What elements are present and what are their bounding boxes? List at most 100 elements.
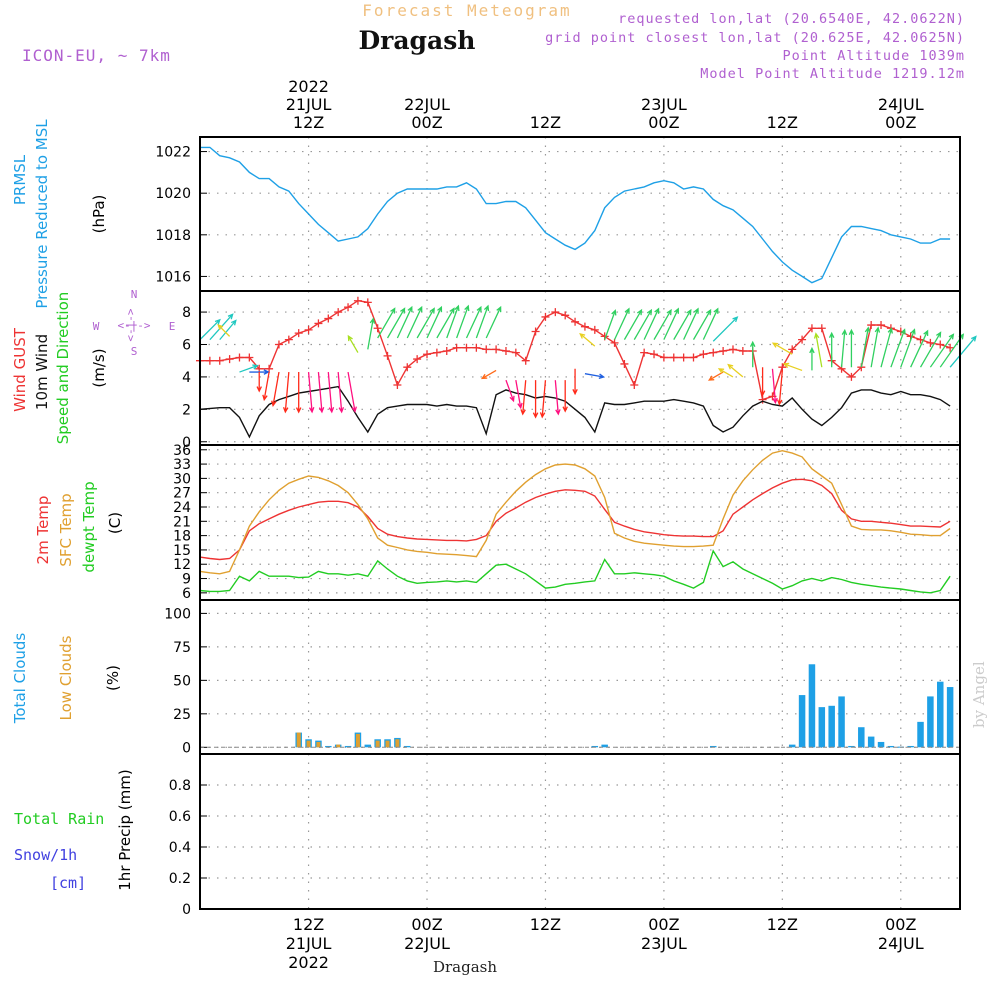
wind-arrow <box>317 371 325 414</box>
wind-arrow <box>900 328 916 368</box>
wind-arrow <box>572 368 578 396</box>
y-tick-label: 0.2 <box>169 871 191 887</box>
y-tick-label: 2 <box>182 402 191 418</box>
gust-marker <box>423 350 432 359</box>
y-tick-label: 25 <box>173 707 191 723</box>
bar-total-clouds <box>798 695 806 748</box>
footer-location: Dragash <box>433 958 497 976</box>
ylabel-wind: (m/s) <box>90 348 108 387</box>
gust-marker <box>817 324 826 333</box>
gust-marker <box>462 343 471 352</box>
bar-total-clouds <box>808 664 816 748</box>
time-label-bottom: 22JUL <box>404 934 450 953</box>
bar-total-clouds <box>867 736 875 748</box>
time-label-bottom: 12Z <box>767 915 798 934</box>
bar-total-clouds <box>838 696 845 748</box>
wind-arrow <box>262 371 270 402</box>
gust-marker <box>235 353 244 362</box>
gust-marker <box>274 340 283 349</box>
gust-marker <box>551 308 560 317</box>
bar-total-clouds <box>344 745 352 748</box>
gust-marker <box>521 356 530 365</box>
compass-arrows-horizontal: <-|-> <box>117 319 150 332</box>
wind-arrow <box>692 308 712 340</box>
time-label-top: 21JUL <box>286 95 332 114</box>
gust-marker <box>324 314 333 323</box>
wind-arrow <box>813 332 823 368</box>
wind-arrow <box>271 371 280 408</box>
y-tick-label: 0 <box>182 740 191 756</box>
bar-total-clouds <box>818 707 826 748</box>
wind-arrow <box>209 313 234 341</box>
y-tick-label: 1018 <box>155 228 191 244</box>
gust-marker <box>758 395 767 404</box>
model-label: ICON-EU, ~ 7km <box>22 46 171 65</box>
bar-total-clouds <box>877 741 885 748</box>
wind-arrow <box>562 380 568 413</box>
y-tick-label: 0 <box>182 435 191 451</box>
wind-arrow <box>759 367 766 397</box>
requested-coords: requested lon,lat (20.6540E, 42.0622N) <box>618 11 965 27</box>
gust-marker <box>738 346 747 355</box>
gust-marker <box>511 348 520 357</box>
y-tick-label: 1020 <box>155 186 191 202</box>
wind-arrow <box>485 305 502 339</box>
gust-marker <box>699 350 708 359</box>
wind-arrow <box>217 324 231 337</box>
label-cm: [cm] <box>50 874 86 892</box>
point-altitude: Point Altitude 1039m <box>782 48 965 64</box>
wind-arrow <box>456 304 470 339</box>
gust-marker <box>778 363 787 372</box>
ylabel-precip: 1hr Precip (mm) <box>116 769 134 890</box>
wind-arrow <box>426 305 443 339</box>
time-label-bottom: 21JUL <box>286 934 332 953</box>
wind-arrow <box>809 346 815 371</box>
gust-marker <box>571 317 580 326</box>
wind-arrow <box>949 335 977 368</box>
y-tick-label: 1022 <box>155 145 191 161</box>
time-label-top: 22JUL <box>404 95 450 114</box>
wind-arrow <box>702 307 719 340</box>
time-label-top: 00Z <box>648 113 679 132</box>
y-tick-label: 15 <box>173 543 191 559</box>
bar-total-clouds <box>917 721 924 748</box>
gust-marker <box>492 345 501 354</box>
gust-marker <box>877 321 886 330</box>
wind-arrow <box>910 329 929 368</box>
y-tick-label: 75 <box>173 640 191 656</box>
wind-arrow <box>377 307 396 339</box>
wind-arrow <box>199 318 221 341</box>
wind-arrow <box>520 380 527 416</box>
gust-marker <box>541 312 550 321</box>
wind-arrow <box>475 304 490 339</box>
y-tick-label: 0.4 <box>169 840 191 856</box>
gust-marker <box>926 338 935 347</box>
wind-arrow <box>396 305 413 339</box>
time-label-top: 12Z <box>767 113 798 132</box>
gust-marker <box>610 338 619 347</box>
wind-arrow <box>515 380 523 410</box>
super-title: Forecast Meteogram <box>362 1 571 20</box>
panel-frame <box>199 290 961 446</box>
wind-arrow <box>554 380 561 416</box>
gust-marker <box>669 353 678 362</box>
time-label-bottom: 00Z <box>885 915 916 934</box>
wind-arrow <box>712 316 739 342</box>
y-tick-label: 0.8 <box>169 778 191 794</box>
bar-total-clouds <box>325 745 332 748</box>
wind-arrow <box>828 331 835 368</box>
label-total-rain: Total Rain <box>14 810 104 828</box>
wind-arrow <box>446 304 460 339</box>
header: Forecast Meteogram Dragash ICON-EU, ~ 7k… <box>22 1 988 976</box>
wind-arrow <box>840 328 848 368</box>
y-tick-label: 12 <box>173 557 191 573</box>
gust-marker <box>294 329 303 338</box>
y-tick-label: 6 <box>182 337 191 353</box>
bar-low-clouds <box>306 740 311 748</box>
wind-arrow <box>539 380 547 419</box>
gust-marker <box>314 319 323 328</box>
gust-marker <box>344 303 353 312</box>
gust-marker <box>867 321 876 330</box>
